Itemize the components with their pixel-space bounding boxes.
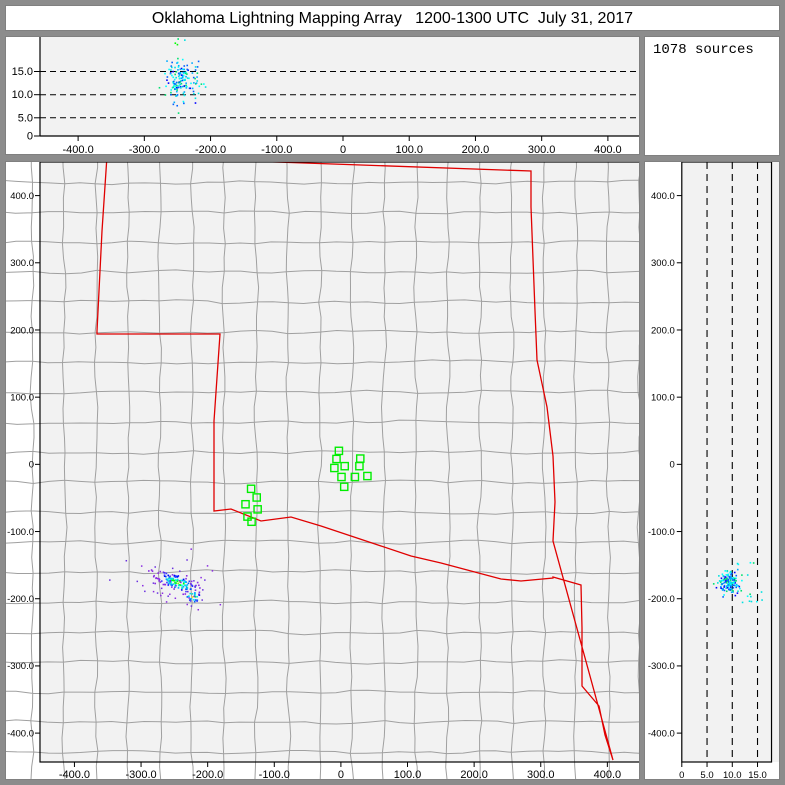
svg-text:0: 0 (338, 769, 344, 780)
svg-text:15.0: 15.0 (748, 770, 767, 780)
svg-text:200.0: 200.0 (10, 325, 34, 336)
svg-text:-300.0: -300.0 (648, 661, 675, 672)
svg-text:-200.0: -200.0 (648, 594, 675, 605)
svg-text:-100.0: -100.0 (261, 144, 292, 155)
svg-text:15.0: 15.0 (12, 66, 33, 78)
svg-text:100.0: 100.0 (395, 144, 423, 155)
svg-text:-100.0: -100.0 (7, 527, 34, 538)
svg-text:200.0: 200.0 (651, 325, 675, 336)
svg-text:300.0: 300.0 (651, 258, 675, 269)
svg-text:5.0: 5.0 (18, 112, 33, 124)
svg-text:10.0: 10.0 (723, 770, 742, 780)
svg-text:-200.0: -200.0 (7, 594, 34, 605)
svg-text:-200.0: -200.0 (192, 769, 223, 780)
svg-text:200.0: 200.0 (462, 144, 490, 155)
svg-text:300.0: 300.0 (528, 144, 556, 155)
svg-text:400.0: 400.0 (594, 769, 622, 780)
svg-text:10.0: 10.0 (12, 89, 33, 101)
svg-text:-400.0: -400.0 (63, 144, 94, 155)
svg-text:400.0: 400.0 (10, 191, 34, 202)
svg-text:-100.0: -100.0 (648, 527, 675, 538)
svg-text:100.0: 100.0 (10, 392, 34, 403)
svg-text:5.0: 5.0 (700, 770, 713, 780)
svg-text:-300.0: -300.0 (125, 769, 156, 780)
svg-text:400.0: 400.0 (651, 191, 675, 202)
svg-text:400.0: 400.0 (594, 144, 622, 155)
svg-text:0: 0 (679, 770, 684, 780)
svg-text:-400.0: -400.0 (7, 728, 34, 739)
svg-text:300.0: 300.0 (527, 769, 555, 780)
svg-text:100.0: 100.0 (394, 769, 422, 780)
svg-text:0: 0 (29, 460, 34, 471)
svg-text:-400.0: -400.0 (59, 769, 90, 780)
svg-text:0: 0 (27, 131, 33, 143)
svg-text:-300.0: -300.0 (7, 661, 34, 672)
svg-text:100.0: 100.0 (651, 392, 675, 403)
svg-text:-100.0: -100.0 (259, 769, 290, 780)
svg-text:-400.0: -400.0 (648, 728, 675, 739)
svg-text:-200.0: -200.0 (195, 144, 226, 155)
svg-text:200.0: 200.0 (460, 769, 488, 780)
svg-text:0: 0 (340, 144, 346, 155)
svg-text:-300.0: -300.0 (129, 144, 160, 155)
svg-text:300.0: 300.0 (10, 258, 34, 269)
svg-text:0: 0 (670, 460, 675, 471)
